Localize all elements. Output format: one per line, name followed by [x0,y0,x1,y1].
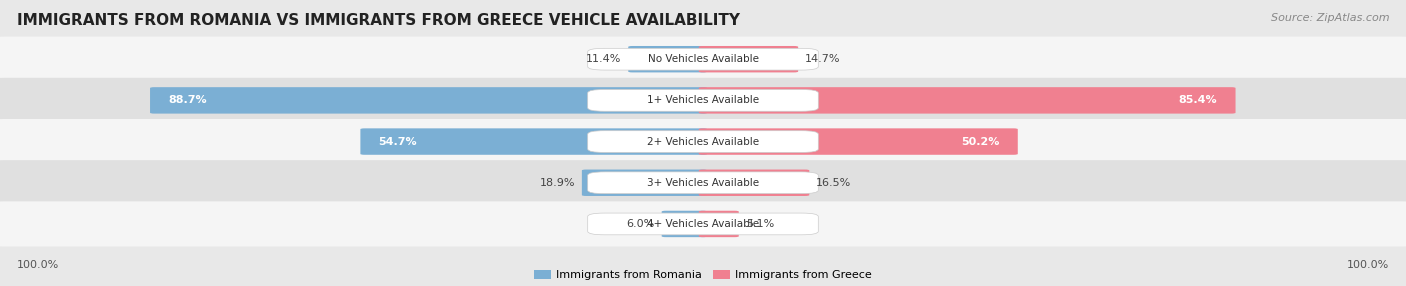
FancyBboxPatch shape [150,87,707,114]
FancyBboxPatch shape [0,78,1406,123]
Text: 100.0%: 100.0% [17,260,59,269]
Text: IMMIGRANTS FROM ROMANIA VS IMMIGRANTS FROM GREECE VEHICLE AVAILABILITY: IMMIGRANTS FROM ROMANIA VS IMMIGRANTS FR… [17,13,740,28]
Text: 18.9%: 18.9% [540,178,575,188]
Text: 14.7%: 14.7% [806,54,841,64]
FancyBboxPatch shape [0,160,1406,205]
FancyBboxPatch shape [588,172,818,194]
Text: 50.2%: 50.2% [962,137,1000,146]
FancyBboxPatch shape [0,119,1406,164]
Text: 6.0%: 6.0% [627,219,655,229]
Text: 2+ Vehicles Available: 2+ Vehicles Available [647,137,759,146]
Text: 100.0%: 100.0% [1347,260,1389,269]
FancyBboxPatch shape [699,87,1236,114]
Legend: Immigrants from Romania, Immigrants from Greece: Immigrants from Romania, Immigrants from… [534,270,872,281]
Text: 1+ Vehicles Available: 1+ Vehicles Available [647,96,759,105]
FancyBboxPatch shape [588,48,818,70]
Text: 16.5%: 16.5% [817,178,852,188]
FancyBboxPatch shape [662,211,707,237]
Text: 11.4%: 11.4% [586,54,621,64]
Text: 4+ Vehicles Available: 4+ Vehicles Available [647,219,759,229]
Text: No Vehicles Available: No Vehicles Available [648,54,758,64]
FancyBboxPatch shape [0,201,1406,247]
Text: 85.4%: 85.4% [1178,96,1218,105]
FancyBboxPatch shape [699,128,1018,155]
Text: 54.7%: 54.7% [378,137,418,146]
Text: 3+ Vehicles Available: 3+ Vehicles Available [647,178,759,188]
Text: 88.7%: 88.7% [169,96,207,105]
FancyBboxPatch shape [699,170,810,196]
FancyBboxPatch shape [699,46,799,72]
Text: 5.1%: 5.1% [745,219,775,229]
FancyBboxPatch shape [0,37,1406,82]
FancyBboxPatch shape [588,90,818,111]
Text: Source: ZipAtlas.com: Source: ZipAtlas.com [1271,13,1389,23]
FancyBboxPatch shape [588,213,818,235]
FancyBboxPatch shape [588,131,818,152]
FancyBboxPatch shape [699,211,738,237]
FancyBboxPatch shape [582,170,707,196]
FancyBboxPatch shape [360,128,707,155]
FancyBboxPatch shape [628,46,707,72]
